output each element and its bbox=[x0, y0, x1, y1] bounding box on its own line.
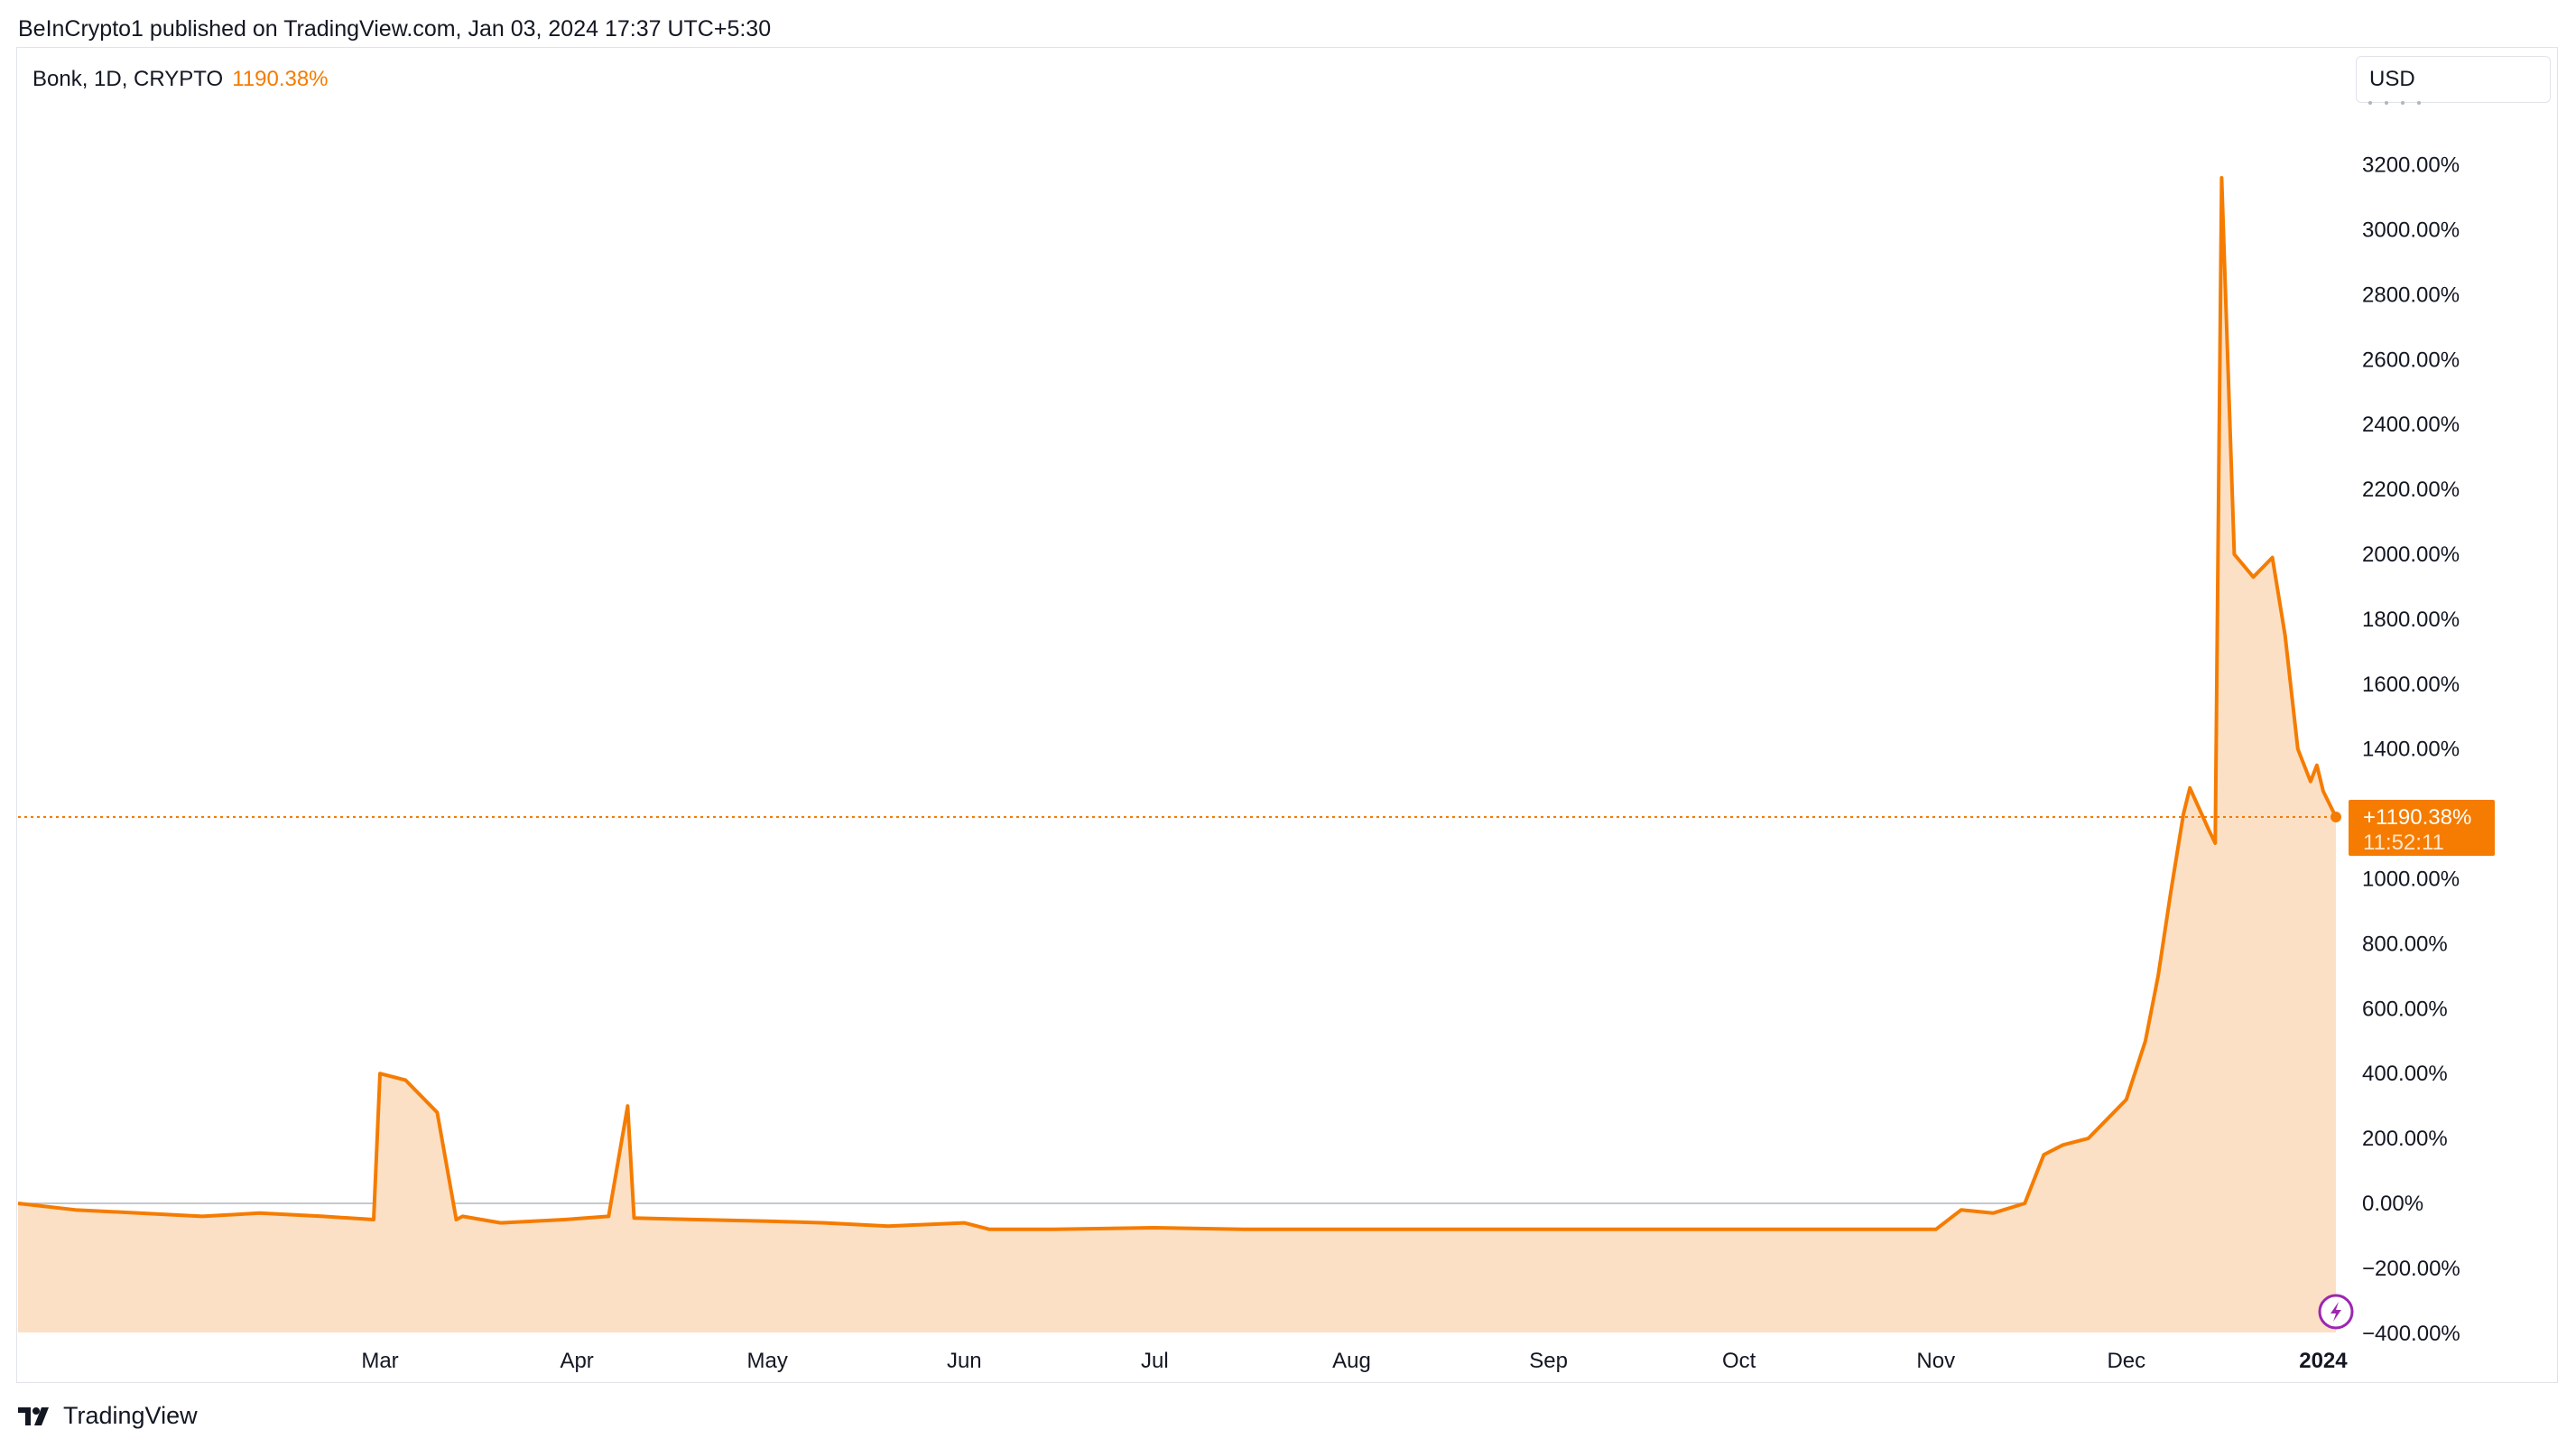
more-dots-icon bbox=[2368, 101, 2421, 105]
y-tick-label: 800.00% bbox=[2362, 932, 2448, 956]
x-tick-label: Sep bbox=[1529, 1349, 1568, 1373]
symbol-change: 1190.38% bbox=[232, 67, 329, 91]
currency-button[interactable]: USD bbox=[2356, 56, 2551, 103]
symbol-legend[interactable]: Bonk, 1D, CRYPTO 1190.38% bbox=[32, 67, 329, 92]
x-tick-label: Jun bbox=[947, 1349, 982, 1373]
y-axis[interactable]: 3200.00% 3000.00% 2800.00% 2600.00% 2400.00%… bbox=[2362, 153, 2460, 1346]
x-tick-label: Mar bbox=[361, 1349, 398, 1373]
tradingview-logo-icon bbox=[18, 1406, 49, 1425]
y-tick-label: 0.00% bbox=[2362, 1192, 2423, 1216]
x-axis[interactable]: Mar Apr May Jun Jul Aug Sep Oct Nov Dec 2024 bbox=[361, 1349, 2348, 1373]
x-tick-label: Jul bbox=[1141, 1349, 1169, 1373]
x-tick-label: Dec bbox=[2107, 1349, 2145, 1373]
y-tick-label: 2800.00% bbox=[2362, 283, 2460, 307]
price-label-value: +1190.38% bbox=[2363, 805, 2471, 830]
y-tick-label: 1000.00% bbox=[2362, 868, 2460, 892]
x-tick-label: 2024 bbox=[2299, 1349, 2348, 1373]
y-tick-label: 600.00% bbox=[2362, 997, 2448, 1021]
y-tick-label: 2600.00% bbox=[2362, 348, 2460, 372]
y-tick-label: 2400.00% bbox=[2362, 413, 2460, 437]
chart-frame bbox=[16, 47, 2558, 1383]
x-tick-label: Apr bbox=[560, 1349, 593, 1373]
y-tick-label: 3000.00% bbox=[2362, 218, 2460, 243]
y-tick-label: 1400.00% bbox=[2362, 738, 2460, 762]
last-price-dot bbox=[2330, 812, 2341, 823]
publisher-line: BeInCrypto1 published on TradingView.com… bbox=[18, 16, 772, 42]
y-tick-label: 200.00% bbox=[2362, 1127, 2448, 1151]
price-label: +1190.38% 11:52:11 bbox=[2349, 800, 2495, 856]
y-tick-label: −400.00% bbox=[2362, 1322, 2460, 1346]
x-tick-label: Nov bbox=[1916, 1349, 1955, 1373]
y-tick-label: 1600.00% bbox=[2362, 673, 2460, 697]
price-label-bg bbox=[2349, 800, 2495, 856]
y-tick-label: 1800.00% bbox=[2362, 608, 2460, 632]
x-tick-label: Oct bbox=[1722, 1349, 1756, 1373]
x-tick-label: Aug bbox=[1332, 1349, 1371, 1373]
brand-name: TradingView bbox=[63, 1402, 198, 1429]
price-line bbox=[17, 176, 2338, 1231]
y-tick-label: 2200.00% bbox=[2362, 478, 2460, 502]
x-tick-label: May bbox=[747, 1349, 788, 1373]
brand-footer[interactable]: TradingView bbox=[18, 1402, 198, 1430]
y-tick-label: 400.00% bbox=[2362, 1062, 2448, 1086]
y-tick-label: 3200.00% bbox=[2362, 153, 2460, 178]
lightning-bolt-icon[interactable] bbox=[2318, 1294, 2354, 1330]
price-area bbox=[18, 178, 2336, 1332]
y-tick-label: 2000.00% bbox=[2362, 543, 2460, 567]
symbol-name: Bonk, 1D, CRYPTO bbox=[32, 67, 224, 91]
y-tick-label: −200.00% bbox=[2362, 1257, 2460, 1281]
price-label-countdown: 11:52:11 bbox=[2363, 831, 2444, 855]
